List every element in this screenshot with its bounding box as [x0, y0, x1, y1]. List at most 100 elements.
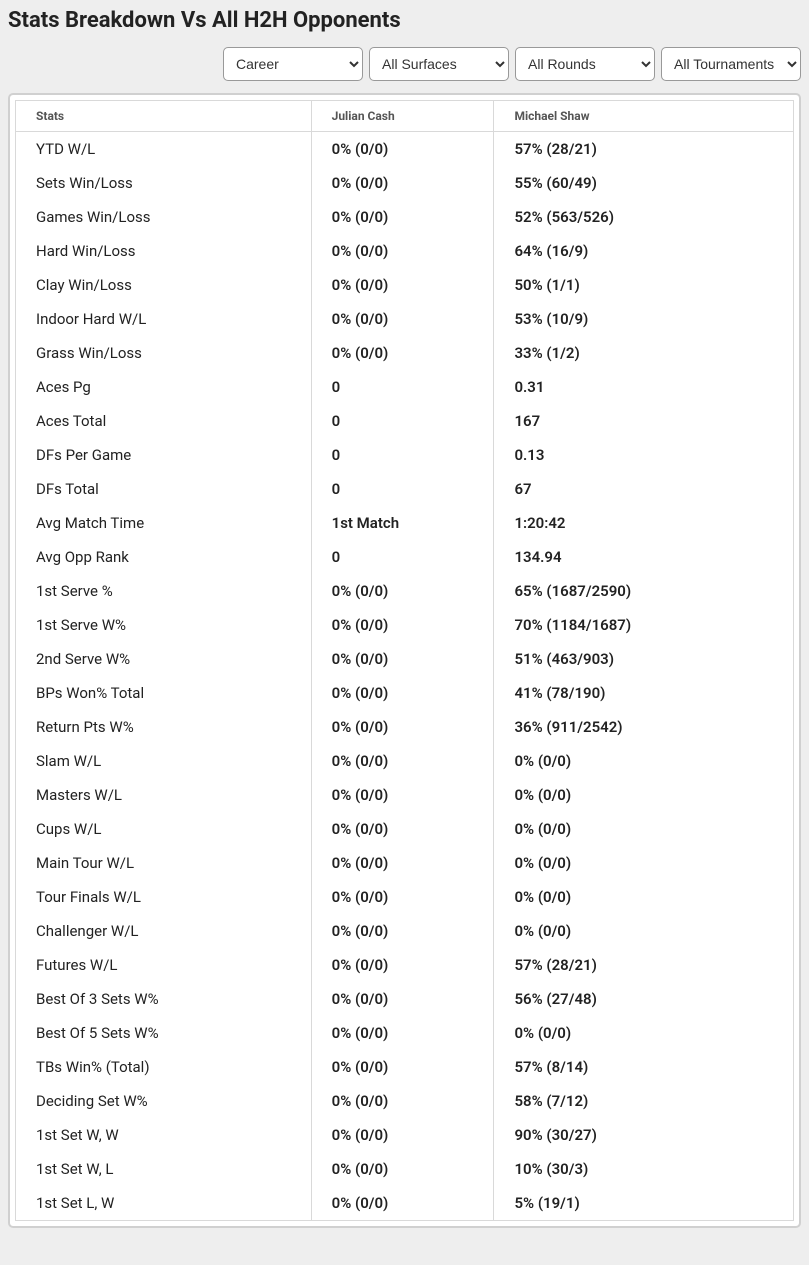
stat-label: YTD W/L [16, 132, 312, 167]
player2-value: 65% (1687/2590) [494, 574, 794, 608]
stat-label: Best Of 5 Sets W% [16, 1016, 312, 1050]
player2-value: 52% (563/526) [494, 200, 794, 234]
table-row: Clay Win/Loss0% (0/0)50% (1/1) [16, 268, 794, 302]
stats-table: Stats Julian Cash Michael Shaw YTD W/L0%… [15, 100, 794, 1221]
player1-value: 0 [311, 370, 494, 404]
player1-value: 0% (0/0) [311, 574, 494, 608]
stat-label: Games Win/Loss [16, 200, 312, 234]
player2-value: 57% (28/21) [494, 948, 794, 982]
player1-value: 0 [311, 404, 494, 438]
player1-value: 0 [311, 472, 494, 506]
player2-value: 57% (28/21) [494, 132, 794, 167]
player1-value: 0% (0/0) [311, 846, 494, 880]
stat-label: TBs Win% (Total) [16, 1050, 312, 1084]
table-row: Masters W/L0% (0/0)0% (0/0) [16, 778, 794, 812]
player2-value: 64% (16/9) [494, 234, 794, 268]
filter-rounds-select[interactable]: All Rounds [515, 47, 655, 81]
player2-value: 33% (1/2) [494, 336, 794, 370]
stat-label: Avg Opp Rank [16, 540, 312, 574]
table-row: YTD W/L0% (0/0)57% (28/21) [16, 132, 794, 167]
player1-value: 0% (0/0) [311, 1016, 494, 1050]
table-row: Grass Win/Loss0% (0/0)33% (1/2) [16, 336, 794, 370]
table-row: Deciding Set W%0% (0/0)58% (7/12) [16, 1084, 794, 1118]
player2-value: 53% (10/9) [494, 302, 794, 336]
player1-value: 0% (0/0) [311, 608, 494, 642]
player1-value: 0 [311, 438, 494, 472]
player1-value: 0% (0/0) [311, 1152, 494, 1186]
player1-value: 0% (0/0) [311, 1186, 494, 1221]
player2-value: 0% (0/0) [494, 744, 794, 778]
stat-label: 1st Serve W% [16, 608, 312, 642]
stat-label: Grass Win/Loss [16, 336, 312, 370]
table-row: Return Pts W%0% (0/0)36% (911/2542) [16, 710, 794, 744]
stat-label: Best Of 3 Sets W% [16, 982, 312, 1016]
player2-value: 0% (0/0) [494, 880, 794, 914]
stat-label: 1st Set W, L [16, 1152, 312, 1186]
player2-value: 41% (78/190) [494, 676, 794, 710]
stat-label: Aces Pg [16, 370, 312, 404]
player1-value: 0% (0/0) [311, 132, 494, 167]
table-row: 1st Serve %0% (0/0)65% (1687/2590) [16, 574, 794, 608]
stat-label: Avg Match Time [16, 506, 312, 540]
table-row: Avg Match Time1st Match1:20:42 [16, 506, 794, 540]
player1-value: 0% (0/0) [311, 642, 494, 676]
player2-value: 10% (30/3) [494, 1152, 794, 1186]
table-row: 1st Serve W%0% (0/0)70% (1184/1687) [16, 608, 794, 642]
table-row: Indoor Hard W/L0% (0/0)53% (10/9) [16, 302, 794, 336]
player1-value: 0% (0/0) [311, 676, 494, 710]
table-row: Aces Total0167 [16, 404, 794, 438]
player2-value: 67 [494, 472, 794, 506]
table-row: Best Of 5 Sets W%0% (0/0)0% (0/0) [16, 1016, 794, 1050]
player2-value: 0% (0/0) [494, 846, 794, 880]
stat-label: 2nd Serve W% [16, 642, 312, 676]
player1-value: 0% (0/0) [311, 744, 494, 778]
stat-label: Clay Win/Loss [16, 268, 312, 302]
filter-career-select[interactable]: Career [223, 47, 363, 81]
table-row: 1st Set W, L0% (0/0)10% (30/3) [16, 1152, 794, 1186]
stat-label: 1st Serve % [16, 574, 312, 608]
header-stats: Stats [16, 101, 312, 132]
player2-value: 55% (60/49) [494, 166, 794, 200]
stat-label: Futures W/L [16, 948, 312, 982]
table-row: Games Win/Loss0% (0/0)52% (563/526) [16, 200, 794, 234]
player1-value: 0% (0/0) [311, 778, 494, 812]
table-row: Cups W/L0% (0/0)0% (0/0) [16, 812, 794, 846]
player2-value: 5% (19/1) [494, 1186, 794, 1221]
player1-value: 0% (0/0) [311, 200, 494, 234]
stat-label: Hard Win/Loss [16, 234, 312, 268]
player2-value: 58% (7/12) [494, 1084, 794, 1118]
player2-value: 56% (27/48) [494, 982, 794, 1016]
player2-value: 57% (8/14) [494, 1050, 794, 1084]
player1-value: 0% (0/0) [311, 880, 494, 914]
player2-value: 51% (463/903) [494, 642, 794, 676]
player2-value: 0% (0/0) [494, 778, 794, 812]
table-row: Main Tour W/L0% (0/0)0% (0/0) [16, 846, 794, 880]
player1-value: 0% (0/0) [311, 234, 494, 268]
table-row: 1st Set L, W0% (0/0)5% (19/1) [16, 1186, 794, 1221]
player1-value: 0% (0/0) [311, 914, 494, 948]
player2-value: 0% (0/0) [494, 1016, 794, 1050]
stat-label: Indoor Hard W/L [16, 302, 312, 336]
table-row: Best Of 3 Sets W%0% (0/0)56% (27/48) [16, 982, 794, 1016]
filter-bar: Career All Surfaces All Rounds All Tourn… [8, 47, 801, 81]
table-row: Futures W/L0% (0/0)57% (28/21) [16, 948, 794, 982]
table-row: Hard Win/Loss0% (0/0)64% (16/9) [16, 234, 794, 268]
player1-value: 0% (0/0) [311, 268, 494, 302]
player1-value: 0% (0/0) [311, 1118, 494, 1152]
filter-tournaments-select[interactable]: All Tournaments [661, 47, 801, 81]
stats-panel: Stats Julian Cash Michael Shaw YTD W/L0%… [8, 93, 801, 1228]
player1-value: 0% (0/0) [311, 982, 494, 1016]
player2-value: 70% (1184/1687) [494, 608, 794, 642]
stat-label: Return Pts W% [16, 710, 312, 744]
player1-value: 1st Match [311, 506, 494, 540]
stat-label: Cups W/L [16, 812, 312, 846]
player2-value: 0% (0/0) [494, 812, 794, 846]
filter-surfaces-select[interactable]: All Surfaces [369, 47, 509, 81]
player2-value: 0.31 [494, 370, 794, 404]
player2-value: 0.13 [494, 438, 794, 472]
table-row: 1st Set W, W0% (0/0)90% (30/27) [16, 1118, 794, 1152]
stat-label: Deciding Set W% [16, 1084, 312, 1118]
table-header-row: Stats Julian Cash Michael Shaw [16, 101, 794, 132]
table-row: DFs Per Game00.13 [16, 438, 794, 472]
player1-value: 0% (0/0) [311, 812, 494, 846]
